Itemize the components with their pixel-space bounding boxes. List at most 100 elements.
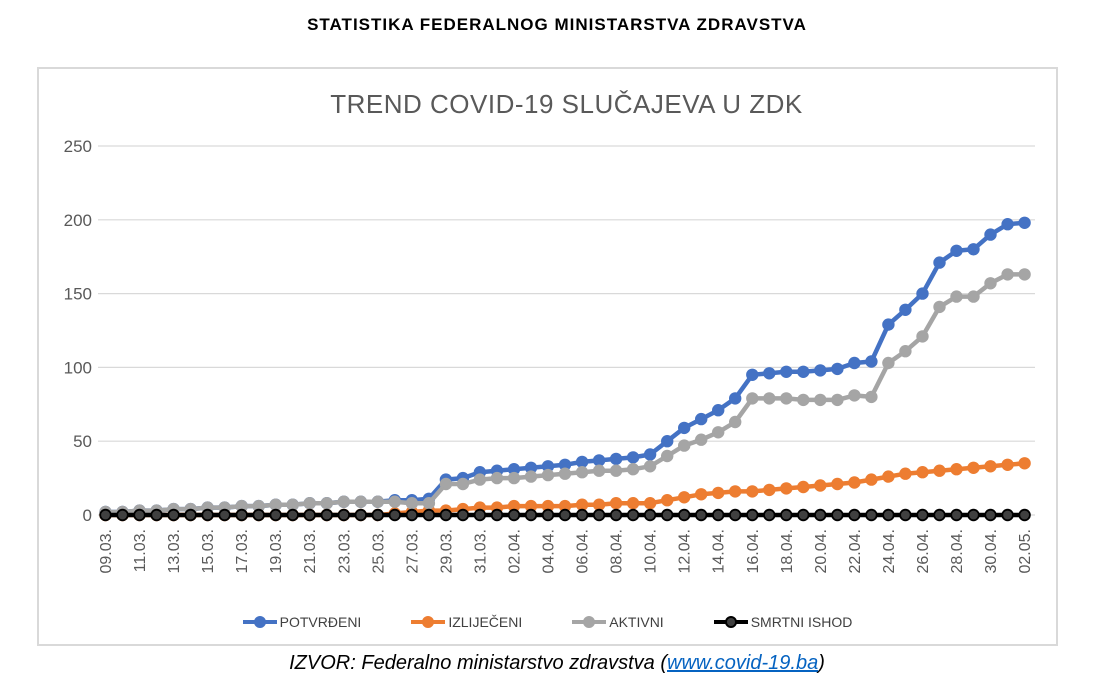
x-tick-label: 29.03. [438, 529, 455, 573]
data-point [950, 508, 963, 522]
data-point [865, 473, 878, 486]
data-point [524, 470, 538, 483]
page-title: STATISTIKA FEDERALNOG MINISTARSTVA ZDRAV… [307, 15, 807, 34]
data-point [592, 508, 606, 522]
data-point [116, 508, 129, 522]
data-point [780, 482, 793, 495]
data-point [814, 479, 827, 492]
x-tick-label: 23.03. [336, 529, 353, 573]
data-point [848, 508, 861, 522]
x-tick-label: 28.04. [949, 529, 966, 573]
data-point [899, 467, 912, 480]
data-point [916, 466, 929, 479]
legend-item-izlijeceni: IZLIJEČENI [411, 614, 522, 630]
data-point [558, 508, 572, 522]
data-point [780, 508, 793, 522]
data-point [626, 463, 640, 476]
data-point [831, 362, 844, 376]
data-point [763, 508, 776, 522]
data-point [541, 508, 555, 522]
data-point [371, 495, 385, 508]
data-point [575, 455, 589, 469]
data-point [507, 471, 521, 485]
data-point [780, 365, 793, 379]
data-point [1001, 458, 1014, 472]
data-point [950, 290, 963, 303]
data-point [729, 392, 742, 405]
x-tick-label: 31.03. [472, 529, 489, 573]
data-point [439, 477, 453, 491]
data-point [184, 508, 197, 522]
data-point [371, 508, 385, 522]
data-point [626, 497, 640, 510]
x-tick-label: 21.03. [302, 529, 319, 573]
data-point [882, 508, 895, 522]
data-point [661, 449, 674, 463]
data-point [405, 508, 419, 522]
x-tick-label: 06.04. [575, 529, 592, 573]
x-tick-label: 13.03. [166, 529, 183, 573]
y-tick-label: 100 [64, 358, 92, 377]
data-point [456, 477, 470, 491]
x-tick-label: 24.04. [881, 529, 898, 573]
data-point [1018, 508, 1031, 522]
data-point [882, 470, 895, 483]
data-point [746, 485, 759, 498]
data-point [695, 433, 708, 446]
data-point [967, 290, 980, 303]
y-tick-label: 200 [64, 211, 92, 230]
data-point [729, 508, 742, 522]
legend-label-aktivni: AKTIVNI [609, 614, 664, 630]
data-point [865, 508, 878, 522]
x-tick-label: 02.04. [506, 529, 523, 573]
data-point [643, 460, 657, 473]
data-point [695, 488, 708, 501]
legend-marker-izlijeceni-icon [411, 616, 446, 629]
data-point [626, 508, 640, 522]
data-point [99, 508, 112, 522]
data-point [643, 508, 657, 522]
data-point [643, 497, 657, 510]
data-point [303, 497, 316, 510]
data-point [575, 508, 589, 522]
x-tick-label: 09.03. [98, 529, 115, 573]
data-point [320, 497, 334, 510]
x-tick-label: 10.04. [643, 529, 660, 573]
legend-marker-aktivni-icon [572, 616, 607, 629]
data-point [967, 461, 980, 475]
data-point [558, 467, 572, 480]
data-point [984, 508, 997, 522]
data-point [729, 485, 742, 498]
x-tick-label: 27.03. [404, 529, 421, 573]
data-point [916, 330, 929, 343]
x-tick-label: 30.04. [983, 529, 1000, 573]
data-point [848, 356, 861, 370]
data-point [865, 355, 878, 368]
x-tick-label: 22.04. [847, 529, 864, 573]
data-point [235, 508, 248, 522]
data-point [269, 508, 282, 522]
data-point [422, 508, 436, 522]
data-point [916, 508, 929, 522]
data-point [575, 498, 589, 511]
data-point [303, 508, 316, 522]
data-point [916, 287, 929, 300]
data-point [950, 244, 963, 258]
x-tick-label: 04.04. [541, 529, 558, 573]
data-point [797, 365, 810, 379]
x-tick-label: 11.03. [132, 529, 149, 572]
data-point [797, 393, 810, 407]
data-point [609, 452, 623, 466]
data-point [933, 300, 946, 314]
covid-19-ba-link[interactable]: www.covid-19.ba [667, 652, 819, 674]
data-point [763, 367, 776, 380]
chart-legend: POTVRĐENI IZLIJEČENI AKTIVNI SMRTNI ISHO… [39, 614, 1056, 630]
data-point [831, 508, 844, 522]
data-point [524, 508, 538, 522]
data-point [729, 415, 742, 429]
data-point [882, 356, 895, 370]
x-tick-label: 17.03. [234, 529, 251, 573]
legend-marker-potvrdjeni-icon [242, 616, 277, 629]
data-point [695, 508, 708, 522]
data-point [831, 477, 844, 491]
